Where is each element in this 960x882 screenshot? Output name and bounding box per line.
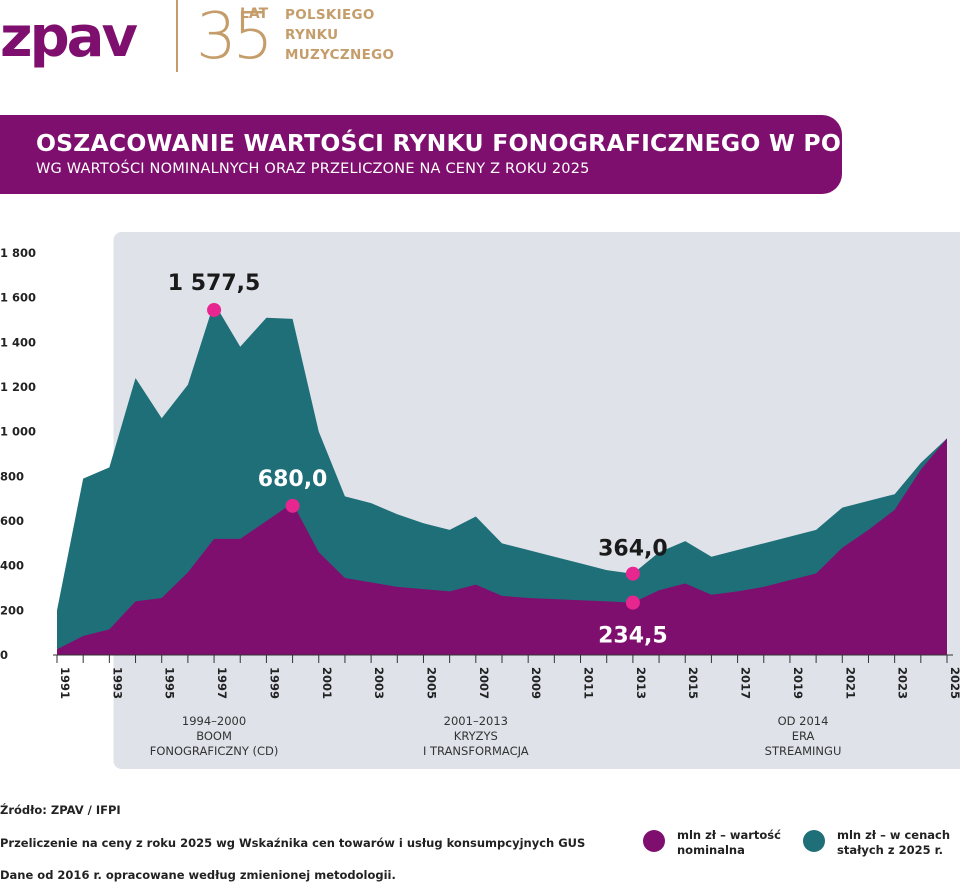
x-tick-label: 2025 xyxy=(948,667,960,699)
x-tick-label: 2003 xyxy=(372,667,386,699)
anniversary-line-1: POLSKIEGO xyxy=(285,7,375,23)
period-label: STREAMINGU xyxy=(765,744,842,758)
x-tick-label: 1999 xyxy=(267,667,281,699)
methodology-note: Przeliczenie na ceny z roku 2025 wg Wska… xyxy=(0,836,586,850)
x-tick-label: 2011 xyxy=(582,667,596,699)
y-tick-label: 600 xyxy=(0,514,24,528)
y-tick-label: 1 800 xyxy=(0,246,36,260)
legend-swatch-nominal xyxy=(643,830,665,852)
x-tick-label: 1995 xyxy=(163,667,177,699)
legend-label-nominal-line-2: nominalna xyxy=(677,843,745,857)
period-label: OD 2014 xyxy=(778,714,829,728)
y-tick-label: 200 xyxy=(0,603,24,617)
x-tick-label: 2023 xyxy=(896,667,910,699)
period-label: I TRANSFORMACJA xyxy=(423,744,529,758)
period-label: FONOGRAFICZNY (CD) xyxy=(150,744,279,758)
anniversary-line-2: RYNKU xyxy=(285,27,339,43)
value-label: 680,0 xyxy=(258,467,328,492)
legend-label-constant-line-1: mln zł – w cenach xyxy=(837,828,951,842)
highlight-point xyxy=(207,302,222,317)
x-tick-label: 2015 xyxy=(686,667,700,699)
y-tick-label: 1 400 xyxy=(0,335,36,349)
period-label: ERA xyxy=(792,729,815,743)
period-label: BOOM xyxy=(196,729,232,743)
y-tick-label: 1 000 xyxy=(0,425,36,439)
anniversary-text: POLSKIEGO RYNKU MUZYCZNEGO xyxy=(285,5,394,65)
chart-subtitle: WG WARTOŚCI NOMINALNYCH ORAZ PRZELICZONE… xyxy=(36,161,590,177)
anniversary-line-3: MUZYCZNEGO xyxy=(285,47,395,63)
title-banner xyxy=(0,115,842,194)
x-tick-label: 2007 xyxy=(477,667,491,699)
area-nominal xyxy=(57,438,947,655)
chart-title: OSZACOWANIE WARTOŚCI RYNKU FONOGRAFICZNE… xyxy=(36,129,908,157)
zpav-logo: zpav xyxy=(0,5,138,70)
highlight-point xyxy=(625,595,640,610)
x-tick-label: 2017 xyxy=(739,667,753,699)
x-tick-label: 2021 xyxy=(843,667,857,699)
legend-swatch-constant xyxy=(803,830,825,852)
legend-label-nominal: mln zł – wartość nominalna xyxy=(677,828,781,858)
value-label: 234,5 xyxy=(598,624,668,649)
y-tick-label: 800 xyxy=(0,469,24,483)
highlight-point xyxy=(625,566,640,581)
value-label: 1 577,5 xyxy=(168,271,261,296)
x-tick-label: 1991 xyxy=(58,667,72,699)
legend-label-nominal-line-1: mln zł – wartość xyxy=(677,828,781,842)
anniversary-number: 35 xyxy=(196,0,273,74)
y-tick-label: 1 200 xyxy=(0,380,36,394)
x-tick-label: 2013 xyxy=(634,667,648,699)
x-tick-label: 2001 xyxy=(320,667,334,699)
value-label: 364,0 xyxy=(598,537,668,562)
y-tick-label: 0 xyxy=(0,648,8,662)
logo-divider xyxy=(176,0,178,72)
legend-label-constant-line-2: stałych z 2025 r. xyxy=(837,843,943,857)
period-label: 2001–2013 xyxy=(444,714,508,728)
data-change-note: Dane od 2016 r. opracowane według zmieni… xyxy=(0,868,396,882)
y-tick-label: 400 xyxy=(0,559,24,573)
x-tick-label: 2019 xyxy=(791,667,805,699)
x-tick-label: 2009 xyxy=(529,667,543,699)
anniversary-lat: LAT xyxy=(240,6,269,22)
period-label: KRYZYS xyxy=(454,729,498,743)
highlight-point xyxy=(285,498,300,513)
y-tick-label: 1 600 xyxy=(0,291,36,305)
source-note: Źródło: ZPAV / IFPI xyxy=(0,803,121,817)
x-tick-label: 1997 xyxy=(215,667,229,699)
period-label: 1994–2000 xyxy=(182,714,246,728)
x-tick-label: 2005 xyxy=(424,667,438,699)
legend-label-constant: mln zł – w cenach stałych z 2025 r. xyxy=(837,828,950,858)
x-tick-label: 1993 xyxy=(110,667,124,699)
